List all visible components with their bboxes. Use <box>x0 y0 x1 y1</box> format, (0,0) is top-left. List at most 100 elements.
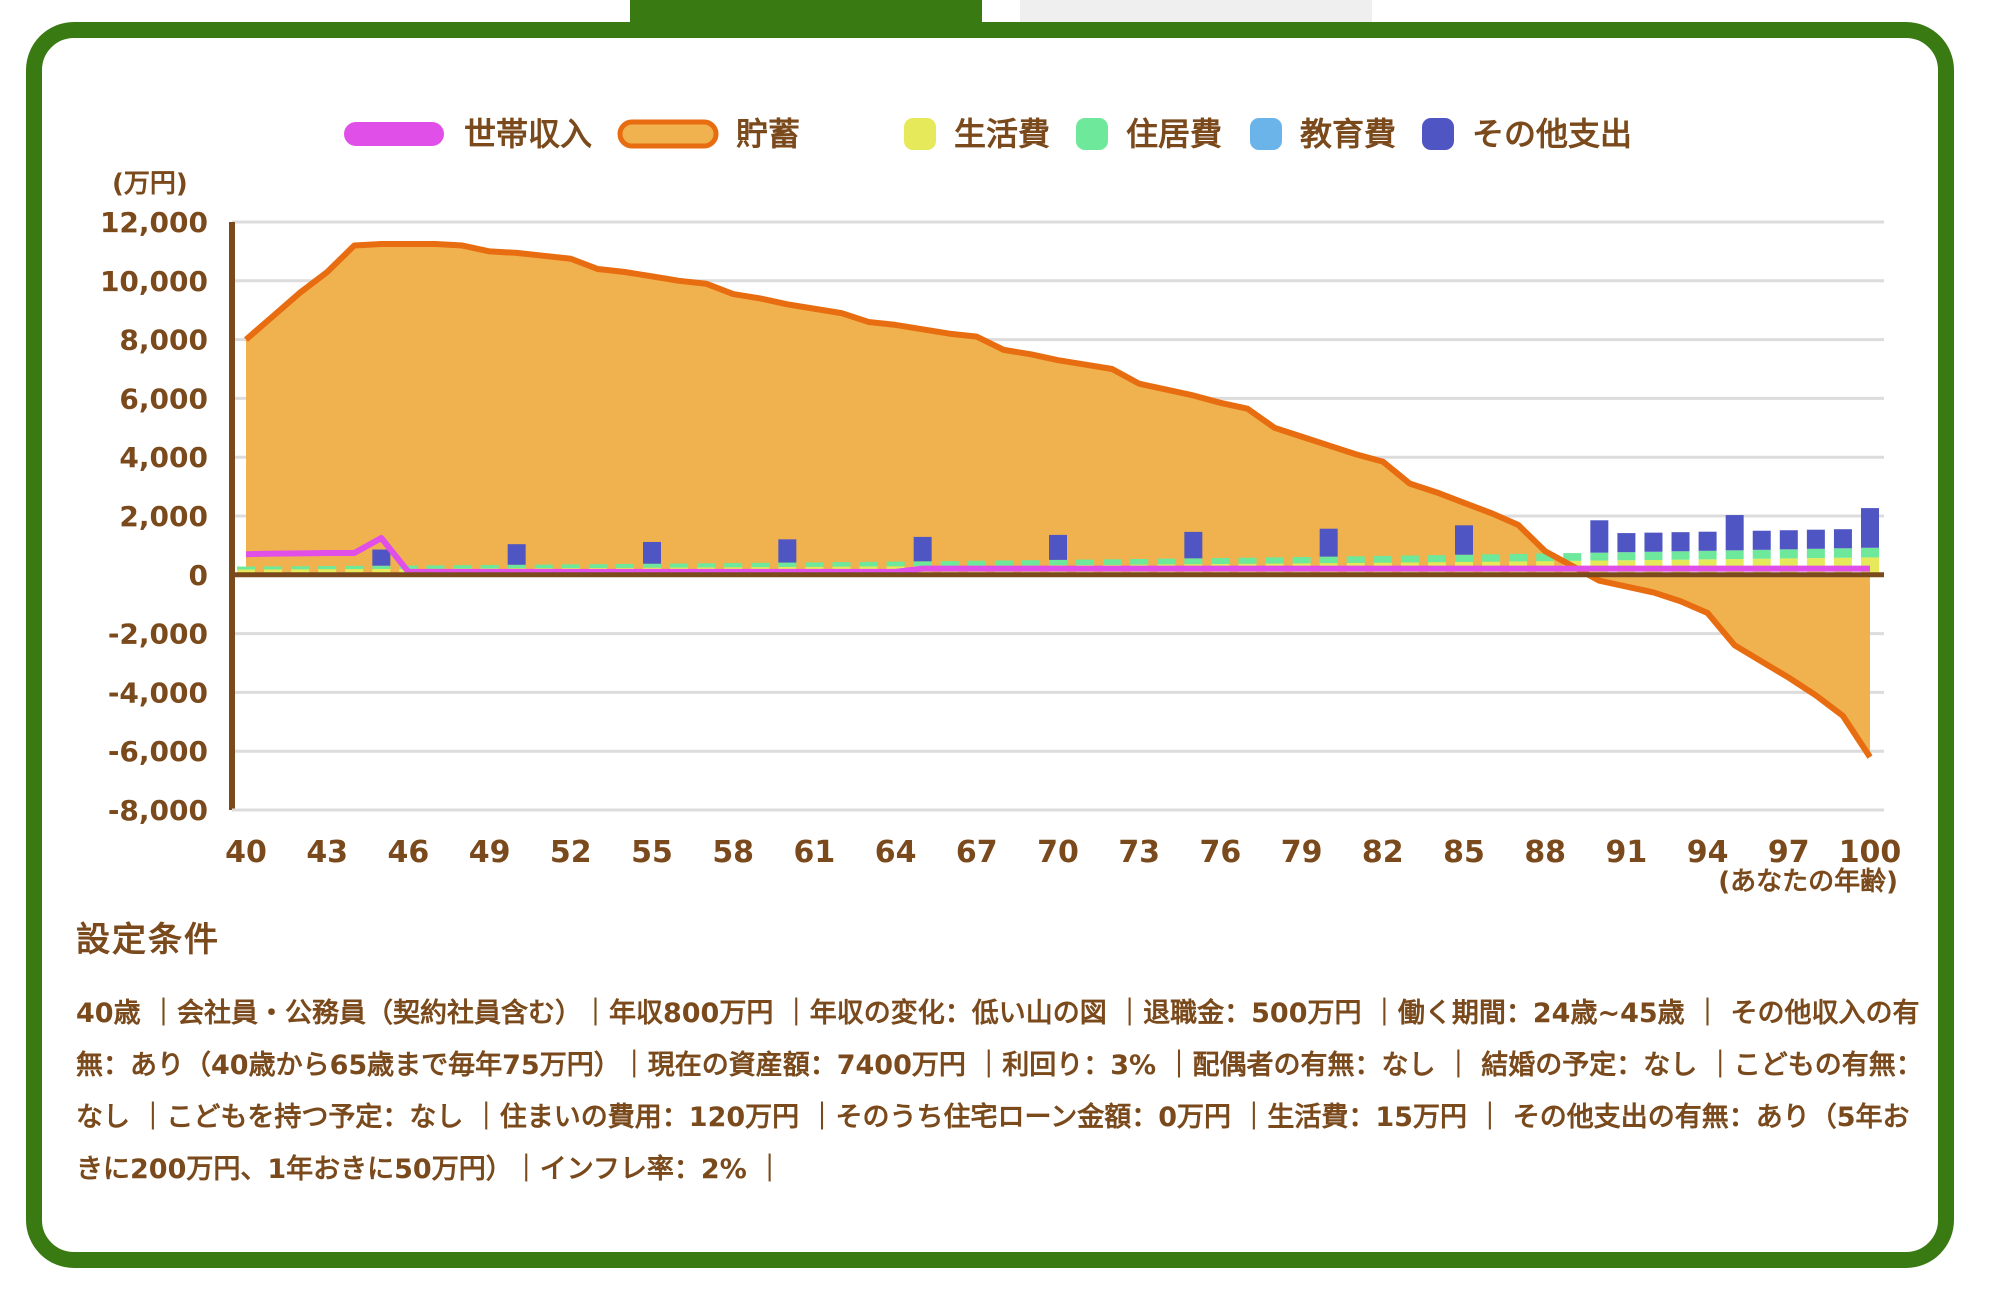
housing-cost-bar <box>805 562 824 567</box>
other-expense-bar <box>1590 520 1609 553</box>
living-cost-bar <box>291 569 310 575</box>
housing-cost-bar <box>778 562 797 567</box>
x-tick-label: 82 <box>1362 835 1404 870</box>
tab-active[interactable] <box>630 0 982 22</box>
legend-label: 世帯収入 <box>464 115 592 153</box>
housing-cost-bar <box>291 566 310 570</box>
y-tick-label: 12,000 <box>100 206 208 239</box>
housing-cost-bar <box>426 565 445 569</box>
y-tick-label: 0 <box>189 559 208 592</box>
housing-cost-bar <box>670 563 689 568</box>
housing-cost-bar <box>1617 552 1636 561</box>
conditions-text: 40歳 ｜会社員・公務員（契約社員含む）｜年収800万円 ｜年収の変化：低い山の… <box>76 998 1923 1185</box>
legend-label: その他支出 <box>1472 115 1632 153</box>
housing-cost-bar <box>1319 556 1338 564</box>
other-expense-bar <box>1049 534 1067 560</box>
housing-cost-bar <box>264 566 283 570</box>
legend-swatch <box>1422 118 1454 150</box>
housing-cost-bar <box>1373 555 1392 563</box>
x-tick-labels: 40 43 46 49 52 55 58 61 64 67 70 73 76 79 82 85 88 91 94 97… <box>225 835 1901 870</box>
housing-cost-bar <box>1482 554 1501 562</box>
y-tick-label: 10,000 <box>100 265 208 298</box>
other-expense-bar <box>1455 525 1473 555</box>
living-cost-bar <box>345 569 364 575</box>
housing-cost-bar <box>859 561 878 567</box>
other-expense-bar <box>1671 532 1690 552</box>
x-tick-label: 88 <box>1524 835 1566 870</box>
legend-label: 住居費 <box>1126 115 1222 153</box>
x-tick-label: 40 <box>225 835 267 870</box>
housing-cost-bar <box>1049 559 1067 566</box>
other-expense-bar <box>372 549 391 566</box>
housing-cost-bar <box>1427 555 1446 563</box>
living-cost-bar <box>237 569 255 575</box>
housing-cost-bar <box>237 566 255 570</box>
other-expense-bar <box>778 539 797 563</box>
chart-legend: 世帯収入 貯蓄 生活費 住居費 教育費 その他支出 <box>344 115 1632 153</box>
tab-inactive[interactable] <box>1020 0 1372 22</box>
y-tick-label: -4,000 <box>108 676 208 709</box>
housing-cost-bar <box>643 563 661 568</box>
housing-cost-bar <box>588 564 607 568</box>
housing-cost-bar <box>1536 553 1555 562</box>
housing-cost-bar <box>1184 558 1203 565</box>
living-cost-bar <box>264 569 283 575</box>
legend-swatch <box>1250 118 1282 150</box>
y-tick-labels: 12,000 10,000 8,000 6,000 4,000 2,000 0 -2,000 -… <box>100 206 208 827</box>
housing-cost-bar <box>534 564 553 569</box>
housing-cost-bar <box>615 563 634 568</box>
x-tick-label: 64 <box>875 835 917 870</box>
housing-cost-bar <box>1021 560 1040 566</box>
housing-cost-bar <box>1698 550 1717 560</box>
housing-cost-bar <box>1076 559 1095 566</box>
housing-cost-bar <box>1509 553 1528 562</box>
other-expense-bar <box>507 544 526 565</box>
living-cost-bar <box>372 568 391 575</box>
savings-chart: 世帯収入 貯蓄 生活費 住居費 教育費 その他支出 (万円) 12,000 10,000 8,… <box>100 115 1901 897</box>
housing-cost-bar <box>1752 549 1771 559</box>
other-expense-bar <box>1725 515 1744 551</box>
x-tick-label: 55 <box>631 835 673 870</box>
x-axis-unit: (あなたの年齢) <box>1718 866 1898 897</box>
housing-cost-bar <box>507 564 526 569</box>
housing-cost-bar <box>1103 559 1122 565</box>
x-tick-label: 97 <box>1768 835 1810 870</box>
savings-fill <box>246 244 1870 758</box>
legend-label: 貯蓄 <box>736 115 800 153</box>
axes <box>229 222 1884 812</box>
other-expense-bar <box>1779 530 1798 550</box>
housing-cost-bar <box>1563 553 1582 561</box>
other-expense-bar <box>1752 530 1771 550</box>
housing-cost-bar <box>1455 554 1473 562</box>
housing-cost-bar <box>697 563 716 568</box>
y-tick-label: 8,000 <box>119 324 208 357</box>
legend-swatch-savings <box>617 119 719 149</box>
housing-cost-bar <box>1130 558 1149 565</box>
other-expense-bar <box>1319 528 1338 557</box>
savings-line <box>244 241 1873 759</box>
x-tick-label: 85 <box>1443 835 1485 870</box>
housing-cost-bar <box>1157 558 1176 565</box>
legend-swatch <box>1076 118 1108 150</box>
housing-cost-bar <box>913 561 932 567</box>
x-tick-label: 61 <box>794 835 836 870</box>
y-tick-label: 6,000 <box>119 382 208 415</box>
legend-label: 生活費 <box>954 115 1050 153</box>
other-expense-bar <box>1861 508 1879 548</box>
chart-panel <box>26 22 1954 1268</box>
other-expense-bar <box>643 541 661 564</box>
savings-area <box>246 244 1870 758</box>
other-expense-bar <box>1617 533 1636 553</box>
housing-cost-bar <box>967 560 986 566</box>
other-expense-bar <box>913 536 932 562</box>
housing-cost-bar <box>453 565 472 569</box>
x-tick-label: 49 <box>469 835 511 870</box>
x-tick-label: 79 <box>1281 835 1323 870</box>
housing-cost-bar <box>1806 548 1825 559</box>
series-lines <box>244 241 1873 759</box>
other-expense-bar <box>1698 531 1717 551</box>
housing-cost-bar <box>1238 557 1257 564</box>
y-tick-label: -2,000 <box>108 618 208 651</box>
legend-swatch-income <box>344 122 444 146</box>
housing-cost-bar <box>1346 556 1365 563</box>
